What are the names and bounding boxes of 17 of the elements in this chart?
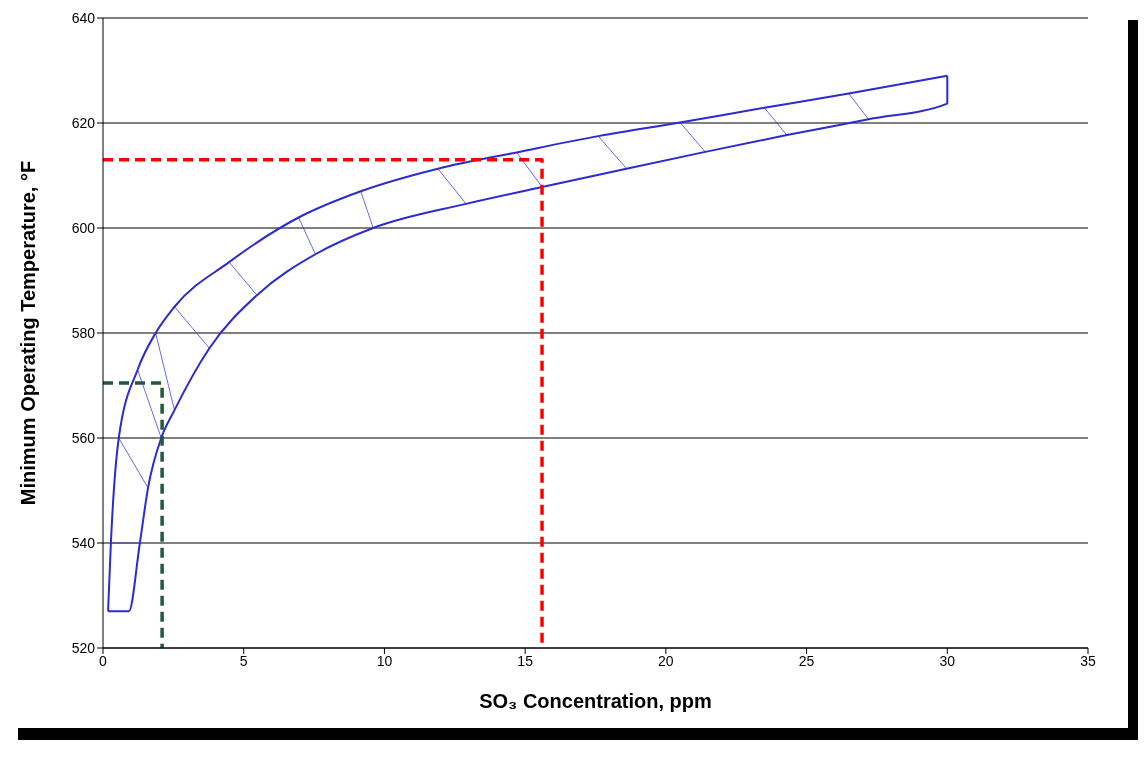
y-tick-label: 620 — [71, 114, 96, 131]
x-tick-label: 25 — [798, 652, 815, 669]
x-tick-label: 0 — [99, 652, 108, 669]
x-tick-label: 20 — [658, 652, 674, 669]
x-tick-label: 5 — [239, 652, 248, 669]
y-tick-label: 560 — [71, 429, 96, 446]
x-axis-title: SO₃ Concentration, ppm — [479, 690, 712, 712]
y-tick-label: 600 — [71, 219, 96, 236]
x-tick-label: 30 — [939, 652, 956, 669]
y-tick-label: 580 — [71, 324, 96, 341]
y-axis-title: Minimum Operating Temperature, °F — [17, 160, 40, 506]
y-tick-label: 520 — [71, 639, 96, 656]
x-tick-label: 35 — [1080, 652, 1096, 669]
y-tick-label: 540 — [71, 534, 96, 551]
y-tick-label: 640 — [71, 9, 96, 26]
x-tick-label: 15 — [517, 652, 534, 669]
x-tick-label: 10 — [376, 652, 393, 669]
